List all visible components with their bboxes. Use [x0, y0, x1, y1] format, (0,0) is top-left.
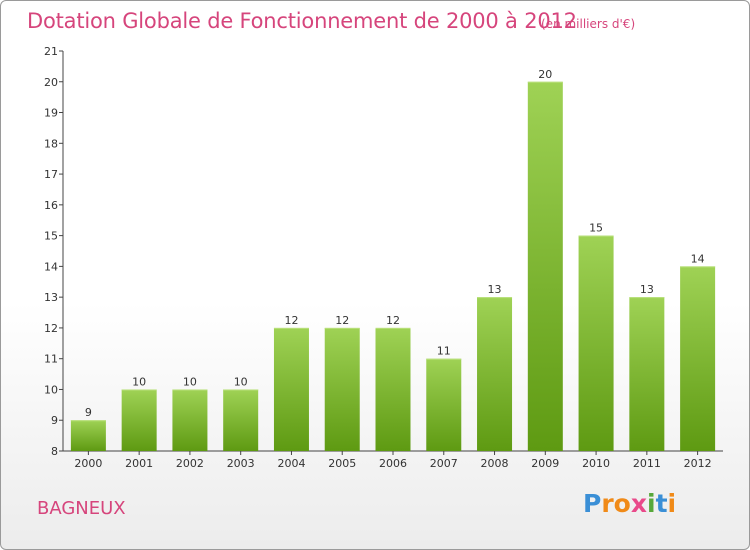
data-label-2004: 12 — [284, 314, 298, 327]
y-tick-label: 17 — [44, 168, 58, 181]
x-tick-label-2005: 2005 — [328, 457, 356, 470]
x-tick-label-2007: 2007 — [430, 457, 458, 470]
logo-letter: P — [583, 489, 602, 518]
bar-2006 — [375, 327, 411, 451]
chart-unit: (en milliers d'€) — [541, 17, 636, 31]
x-tick-label-2003: 2003 — [227, 457, 255, 470]
x-tick-label-2000: 2000 — [74, 457, 102, 470]
bar-2007 — [426, 358, 462, 451]
bar-2010 — [578, 235, 614, 451]
x-tick-label-2004: 2004 — [277, 457, 305, 470]
data-label-2003: 10 — [234, 375, 248, 388]
x-tick-label-2002: 2002 — [176, 457, 204, 470]
y-tick-label: 11 — [44, 353, 58, 366]
x-tick-label-2010: 2010 — [582, 457, 610, 470]
y-tick-label: 9 — [51, 414, 58, 427]
data-label-2001: 10 — [132, 375, 146, 388]
logo-letter: r — [601, 489, 614, 518]
bar-2008 — [477, 297, 513, 451]
y-tick-label: 14 — [44, 260, 58, 273]
y-tick-label: 18 — [44, 137, 58, 150]
logo-letter: t — [655, 489, 668, 518]
bar-2012 — [680, 266, 716, 451]
y-tick-label: 19 — [44, 107, 58, 120]
x-tick-label-2001: 2001 — [125, 457, 153, 470]
y-tick-label: 21 — [44, 45, 58, 58]
data-label-2005: 12 — [335, 314, 349, 327]
bar-2003 — [223, 389, 259, 451]
data-label-2006: 12 — [386, 314, 400, 327]
proxiti-logo: Proxiti — [583, 489, 676, 518]
y-tick-label: 16 — [44, 199, 58, 212]
x-tick-label-2011: 2011 — [633, 457, 661, 470]
bar-2001 — [121, 389, 157, 451]
data-label-2002: 10 — [183, 375, 197, 388]
logo-letter: o — [613, 489, 631, 518]
bar-2002 — [172, 389, 208, 451]
bar-2009 — [527, 81, 563, 452]
logo-letter: i — [647, 489, 656, 518]
bar-2011 — [629, 297, 665, 451]
commune-name: BAGNEUX — [37, 498, 126, 519]
logo-letter: i — [667, 489, 677, 518]
data-label-2000: 9 — [85, 406, 92, 419]
data-label-2012: 14 — [691, 252, 705, 265]
x-tick-label-2012: 2012 — [684, 457, 712, 470]
data-label-2008: 13 — [488, 283, 502, 296]
data-label-2011: 13 — [640, 283, 654, 296]
x-tick-label-2008: 2008 — [481, 457, 509, 470]
bar-2000 — [70, 420, 106, 451]
y-tick-label: 8 — [51, 445, 58, 458]
bar-2004 — [273, 327, 309, 451]
logo-letter: x — [630, 489, 647, 518]
bar-2005 — [324, 327, 360, 451]
y-tick-label: 10 — [44, 383, 58, 396]
y-tick-label: 12 — [44, 322, 58, 335]
y-tick-label: 15 — [44, 230, 58, 243]
data-label-2010: 15 — [589, 222, 603, 235]
x-tick-label-2009: 2009 — [531, 457, 559, 470]
y-tick-label: 20 — [44, 76, 58, 89]
chart-title: Dotation Globale de Fonctionnement de 20… — [27, 9, 577, 33]
data-label-2009: 20 — [538, 68, 552, 81]
data-label-2007: 11 — [437, 345, 451, 358]
y-tick-label: 13 — [44, 291, 58, 304]
x-tick-label-2006: 2006 — [379, 457, 407, 470]
